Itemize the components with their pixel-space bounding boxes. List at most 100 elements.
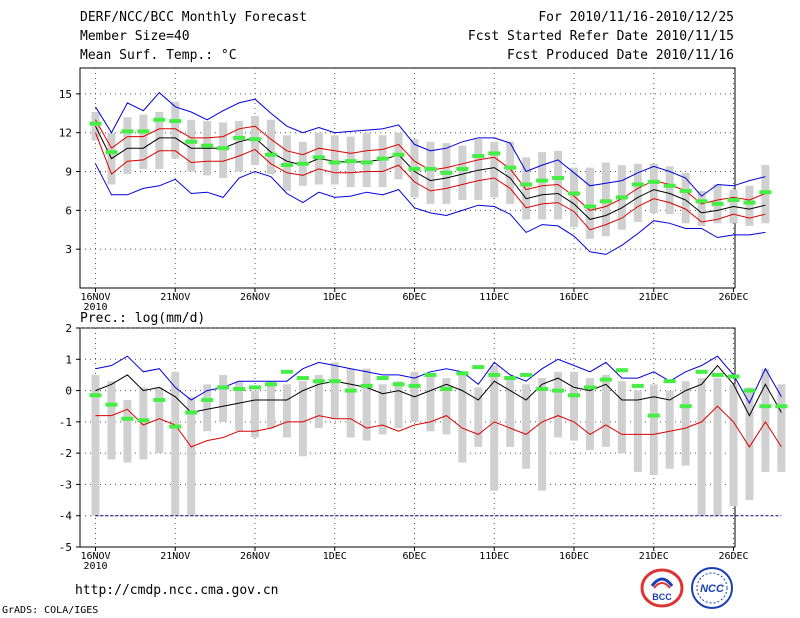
y-tick-label: 12 <box>59 127 72 140</box>
member-marker <box>313 379 325 383</box>
spread-bar <box>347 369 355 438</box>
spread-bar <box>666 166 674 214</box>
member-marker <box>616 368 628 372</box>
x-tick-label: 16DEC <box>559 551 589 562</box>
spread-bar <box>139 115 147 169</box>
upper-blue-line <box>96 356 782 403</box>
y-tick-label: -4 <box>59 510 73 523</box>
spread-bar <box>777 384 785 472</box>
member-marker <box>169 119 181 123</box>
member-marker <box>456 167 468 171</box>
spread-bar <box>458 375 466 463</box>
grads-credit: GrADS: COLA/IGES <box>2 605 98 616</box>
spread-bar <box>730 384 738 506</box>
member-marker <box>90 393 102 397</box>
spread-bar <box>331 362 339 418</box>
spread-bar <box>363 369 371 441</box>
member-marker <box>409 167 421 171</box>
member-marker <box>201 144 213 148</box>
member-marker <box>297 162 309 166</box>
spread-bar <box>442 378 450 434</box>
member-marker <box>313 155 325 159</box>
ensemble-mean-line <box>96 366 782 416</box>
x-tick-label: 21NOV <box>160 292 190 303</box>
spread-bar <box>123 117 131 174</box>
x-tick-label: 1DEC <box>323 292 347 303</box>
member-marker <box>153 398 165 402</box>
member-marker <box>217 146 229 150</box>
x-tick-label: 6DEC <box>402 551 426 562</box>
member-marker <box>504 166 516 170</box>
member-marker <box>728 374 740 378</box>
member-marker <box>345 389 357 393</box>
spread-bar <box>331 135 339 184</box>
y-tick-label: 9 <box>65 166 72 179</box>
member-marker <box>680 404 692 408</box>
x-tick-label: 26DEC <box>718 292 748 303</box>
spread-bar <box>187 120 195 172</box>
member-marker <box>185 410 197 414</box>
member-marker <box>249 137 261 141</box>
member-marker <box>440 387 452 391</box>
spread-bar <box>171 372 179 516</box>
member-marker <box>664 379 676 383</box>
member-marker <box>377 157 389 161</box>
member-marker <box>472 154 484 158</box>
x-tick-label: 26NOV <box>240 292 270 303</box>
member-marker <box>393 382 405 386</box>
bcc-logo-icon: BCC <box>638 568 686 608</box>
member-marker <box>456 371 468 375</box>
spread-bar <box>586 168 594 239</box>
member-marker <box>568 393 580 397</box>
x-tick-label: 21DEC <box>639 551 669 562</box>
member-marker <box>440 171 452 175</box>
member-marker <box>743 201 755 205</box>
member-marker <box>680 189 692 193</box>
member-marker <box>552 176 564 180</box>
member-marker <box>90 122 102 126</box>
member-marker <box>568 192 580 196</box>
y-tick-label: -1 <box>59 416 72 429</box>
y-tick-label: 0 <box>65 385 72 398</box>
spread-bar <box>698 378 706 516</box>
member-marker <box>377 376 389 380</box>
member-marker <box>536 179 548 183</box>
ncc-logo-icon: NCC <box>690 566 734 610</box>
spread-bar <box>666 391 674 469</box>
member-marker <box>329 379 341 383</box>
member-marker <box>743 389 755 393</box>
member-marker <box>169 425 181 429</box>
member-marker <box>281 370 293 374</box>
spread-bar <box>650 164 658 213</box>
member-marker <box>185 140 197 144</box>
spread-bar <box>682 381 690 465</box>
member-marker <box>297 376 309 380</box>
spread-bar <box>283 384 291 437</box>
spread-bar <box>107 381 115 459</box>
x-tick-label: 26NOV <box>240 551 270 562</box>
spread-bar <box>682 173 690 223</box>
member-marker <box>153 118 165 122</box>
member-marker <box>488 151 500 155</box>
member-marker <box>121 129 133 133</box>
spread-bar <box>379 135 387 187</box>
chart-panel-2: 16NOV 21NOV 26NOV 1DEC 6DEC 11DEC 16DEC 21DEC 26… <box>59 311 788 572</box>
member-marker <box>584 385 596 389</box>
member-marker <box>728 198 740 202</box>
spread-bar <box>363 133 371 187</box>
spread-bar <box>538 378 546 491</box>
member-marker <box>584 204 596 208</box>
member-marker <box>696 199 708 203</box>
x-tick-label: 16DEC <box>559 292 589 303</box>
y-tick-label: -5 <box>59 541 72 554</box>
member-marker <box>393 153 405 157</box>
member-marker <box>361 384 373 388</box>
panel-title: Prec.: log(mm/d) <box>80 311 205 326</box>
member-marker <box>281 163 293 167</box>
source-url[interactable]: http://cmdp.ncc.cma.gov.cn <box>75 583 279 598</box>
member-marker <box>712 202 724 206</box>
spread-bar <box>379 384 387 434</box>
member-marker <box>137 129 149 133</box>
member-marker <box>233 387 245 391</box>
member-marker <box>712 373 724 377</box>
